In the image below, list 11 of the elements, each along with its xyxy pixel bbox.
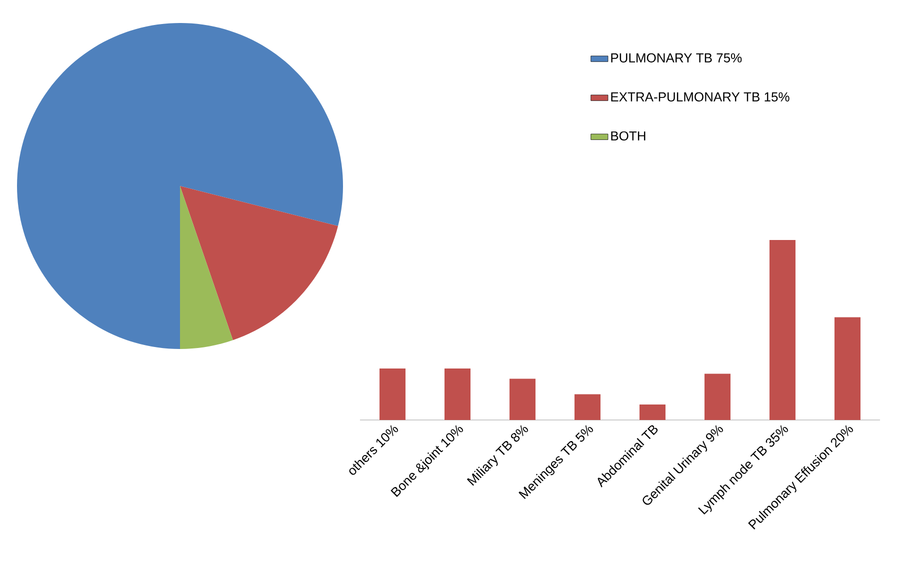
bar: [704, 374, 730, 420]
legend-label: PULMONARY TB 75%: [611, 53, 742, 62]
bar: [380, 368, 406, 420]
legend-label: EXTRA-PULMONARY TB 15%: [611, 92, 790, 102]
legend-label: BOTH: [611, 131, 646, 141]
bar: [510, 378, 536, 420]
bar: [640, 404, 666, 420]
bar: [574, 394, 600, 420]
bar: [834, 317, 860, 420]
bar: [769, 240, 796, 420]
bar: [444, 368, 470, 420]
